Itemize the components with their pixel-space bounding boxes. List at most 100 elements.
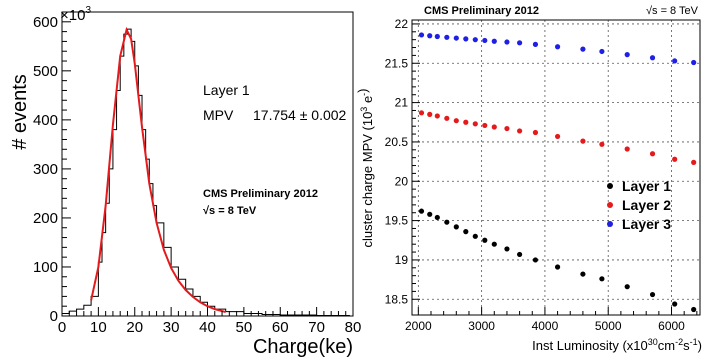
left-x-tick-label: 50 xyxy=(236,319,253,336)
point-layer-1 xyxy=(649,291,656,298)
point-layer-1 xyxy=(691,306,697,313)
point-layer-3 xyxy=(624,52,630,58)
point-layer-2 xyxy=(491,124,497,130)
left-y-tick-label: 0 xyxy=(50,308,58,325)
point-layer-1 xyxy=(517,251,523,258)
point-layer-2 xyxy=(427,111,433,117)
right-y-tick-label: 19 xyxy=(395,253,409,267)
legend-label: Layer 3 xyxy=(622,216,671,232)
legend: Layer 1 Layer 2 Layer 3 xyxy=(607,178,671,232)
left-y-ticks: 0 100 200 300 400 500 600 xyxy=(33,11,71,325)
point-layer-2 xyxy=(472,121,478,127)
point-layer-2 xyxy=(463,119,469,125)
right-title: CMS Preliminary 2012 xyxy=(424,5,539,17)
point-layer-2 xyxy=(554,133,561,140)
right-grid xyxy=(412,20,700,315)
fit-curve-layer xyxy=(90,26,226,314)
point-layer-1 xyxy=(491,241,497,247)
point-layer-3 xyxy=(418,32,425,38)
legend-label: Layer 2 xyxy=(622,197,671,213)
point-layer-3 xyxy=(649,55,656,61)
legend-label: Layer 1 xyxy=(622,178,671,194)
fit-curve xyxy=(90,26,226,314)
left-plot-frame xyxy=(61,11,354,317)
point-layer-1 xyxy=(672,301,678,307)
point-layer-1 xyxy=(418,208,425,214)
left-y-tick-label: 500 xyxy=(33,63,58,80)
left-y-tick-label: 400 xyxy=(33,112,58,129)
right-x-tick-label: 3000 xyxy=(468,319,495,333)
point-layer-2 xyxy=(418,110,425,116)
point-layer-1 xyxy=(434,214,440,221)
point-layer-3 xyxy=(472,37,478,43)
right-y-tick-label: 20.5 xyxy=(385,135,409,149)
point-layer-1 xyxy=(624,284,630,290)
legend-marker xyxy=(607,202,613,208)
point-layer-1 xyxy=(504,246,510,252)
point-layer-2 xyxy=(649,151,656,157)
right-y-tick-label: 21 xyxy=(395,96,409,110)
point-layer-3 xyxy=(517,40,523,46)
point-layer-1 xyxy=(463,229,469,235)
annotation-mpv-label: MPV xyxy=(203,107,234,123)
point-layer-1 xyxy=(554,264,561,270)
point-layer-2 xyxy=(444,115,450,121)
right-plot-frame xyxy=(411,19,701,316)
point-layer-2 xyxy=(532,129,539,136)
left-prelim-label: CMS Preliminary 2012 xyxy=(203,188,318,200)
point-layer-3 xyxy=(491,38,497,44)
left-x-tick-label: 60 xyxy=(272,319,289,336)
point-layer-1 xyxy=(444,219,450,225)
right-y-tick-label: 18.5 xyxy=(385,292,409,306)
right-scatter-panel: 2000 3000 4000 5000 6000 18.5 19 19.5 20 20.5 21 2… xyxy=(355,5,702,353)
histogram-steps xyxy=(61,28,353,317)
right-x-tick-label: 5000 xyxy=(595,319,622,333)
point-layer-2 xyxy=(599,141,605,147)
point-layer-3 xyxy=(599,48,605,55)
point-layer-3 xyxy=(504,39,510,45)
annotation-mpv-value: 17.754 ± 0.002 xyxy=(253,107,347,123)
point-layer-1 xyxy=(472,233,478,239)
right-x-tick-label: 2000 xyxy=(405,319,432,333)
point-layer-3 xyxy=(672,58,678,64)
left-x-tick-label: 20 xyxy=(126,319,143,336)
left-y-tick-label: 200 xyxy=(33,210,58,227)
point-layer-1 xyxy=(453,224,459,230)
left-x-tick-label: 40 xyxy=(199,319,216,336)
point-layer-2 xyxy=(517,128,523,134)
point-layer-2 xyxy=(580,138,586,144)
point-layer-3 xyxy=(434,33,440,40)
point-layer-2 xyxy=(624,146,630,152)
right-energy-label: √s = 8 TeV xyxy=(646,5,699,17)
point-layer-1 xyxy=(580,271,586,277)
point-layer-2 xyxy=(672,156,678,162)
point-layer-1 xyxy=(427,211,433,217)
left-x-tick-label: 10 xyxy=(90,319,107,336)
point-layer-3 xyxy=(554,44,561,50)
left-x-tick-label: 70 xyxy=(308,319,325,336)
right-x-tick-label: 6000 xyxy=(658,319,685,333)
point-layer-1 xyxy=(532,257,539,263)
point-layer-2 xyxy=(691,159,697,165)
right-x-tick-label: 4000 xyxy=(532,319,559,333)
right-x-ticks: 2000 3000 4000 5000 6000 xyxy=(405,307,698,333)
histogram-layer xyxy=(61,28,353,317)
y-multiplier-exponent: 3 xyxy=(85,5,91,16)
point-layer-2 xyxy=(453,118,459,124)
right-y-tick-label: 22 xyxy=(395,17,409,31)
left-histogram-panel: 0 10 20 30 40 50 60 70 80 0 100 200 300 400 500 600 ×1… xyxy=(9,5,361,358)
point-layer-2 xyxy=(482,122,488,129)
y-multiplier-label: ×103 xyxy=(60,5,91,24)
point-layer-2 xyxy=(504,125,510,132)
legend-marker xyxy=(607,221,613,227)
right-data-points xyxy=(418,32,697,313)
left-energy-label: √s = 8 TeV xyxy=(203,205,257,217)
point-layer-3 xyxy=(482,37,488,44)
left-x-tick-label: 80 xyxy=(345,319,362,336)
point-layer-1 xyxy=(599,276,605,282)
right-x-axis-label: Inst Luminosity (x1030cm-2s-1) xyxy=(532,337,702,353)
left-y-tick-label: 600 xyxy=(33,14,58,31)
left-x-tick-label: 0 xyxy=(58,319,66,336)
left-x-ticks: 0 10 20 30 40 50 60 70 80 xyxy=(58,307,362,336)
